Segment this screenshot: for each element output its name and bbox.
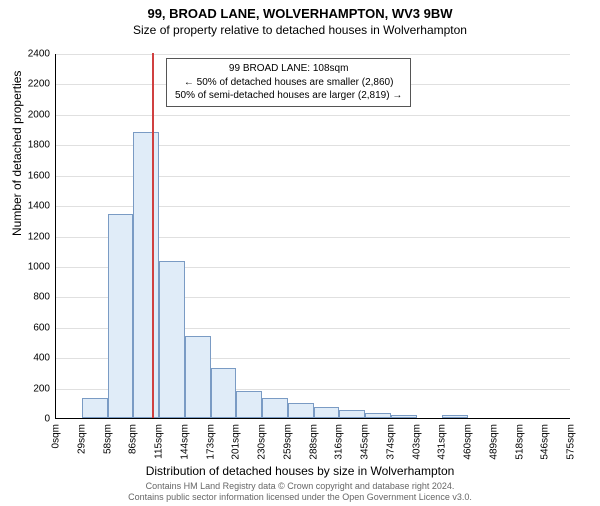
x-tick-label: 316sqm — [334, 424, 345, 460]
x-tick-label: 489sqm — [488, 424, 499, 460]
histogram-bar — [211, 368, 237, 418]
grid-line — [56, 115, 570, 116]
y-tick-label: 1200 — [20, 231, 50, 242]
y-tick-label: 200 — [20, 383, 50, 394]
y-tick-label: 400 — [20, 353, 50, 364]
histogram-bar — [442, 415, 468, 418]
x-axis-label: Distribution of detached houses by size … — [0, 464, 600, 478]
y-tick-label: 600 — [20, 322, 50, 333]
y-tick-label: 1800 — [20, 140, 50, 151]
histogram-bar — [391, 415, 417, 418]
y-tick-label: 800 — [20, 292, 50, 303]
x-tick-label: 230sqm — [257, 424, 268, 460]
histogram-bar — [314, 407, 340, 418]
x-tick-label: 58sqm — [102, 424, 113, 454]
x-tick-label: 0sqm — [51, 424, 62, 448]
y-tick-label: 1600 — [20, 170, 50, 181]
histogram-bar — [339, 410, 365, 418]
x-tick-label: 575sqm — [566, 424, 577, 460]
histogram-bar — [133, 132, 159, 418]
chart-area: 0200400600800100012001400160018002000220… — [55, 54, 570, 419]
x-tick-label: 86sqm — [128, 424, 139, 454]
y-tick-label: 1000 — [20, 261, 50, 272]
footer-line-2: Contains public sector information licen… — [0, 492, 600, 503]
x-tick-label: 144sqm — [179, 424, 190, 460]
histogram-bar — [288, 403, 314, 418]
info-box-line: 50% of semi-detached houses are larger (… — [175, 89, 402, 103]
histogram-bar — [262, 398, 288, 418]
histogram-bar — [236, 391, 262, 418]
x-tick-label: 115sqm — [154, 424, 165, 459]
x-tick-label: 518sqm — [514, 424, 525, 460]
chart-title-main: 99, BROAD LANE, WOLVERHAMPTON, WV3 9BW — [0, 6, 600, 21]
y-tick-label: 2200 — [20, 79, 50, 90]
y-tick-label: 2400 — [20, 49, 50, 60]
grid-line — [56, 54, 570, 55]
plot-region: 0200400600800100012001400160018002000220… — [55, 54, 570, 419]
chart-title-sub: Size of property relative to detached ho… — [0, 23, 600, 37]
y-tick-label: 2000 — [20, 109, 50, 120]
histogram-bar — [108, 214, 134, 418]
x-tick-label: 431sqm — [437, 424, 448, 460]
histogram-bar — [159, 261, 185, 418]
info-box-line: ← 50% of detached houses are smaller (2,… — [175, 76, 402, 90]
x-tick-label: 403sqm — [411, 424, 422, 460]
footer-line-1: Contains HM Land Registry data © Crown c… — [0, 481, 600, 492]
y-tick-label: 1400 — [20, 201, 50, 212]
property-marker-line — [152, 53, 154, 418]
x-tick-label: 546sqm — [540, 424, 551, 460]
x-tick-label: 345sqm — [360, 424, 371, 460]
info-box-line: 99 BROAD LANE: 108sqm — [175, 62, 402, 76]
histogram-bar — [82, 398, 108, 418]
histogram-bar — [185, 336, 211, 418]
x-tick-label: 201sqm — [231, 424, 242, 460]
y-tick-label: 0 — [20, 414, 50, 425]
x-tick-label: 288sqm — [308, 424, 319, 460]
info-box: 99 BROAD LANE: 108sqm← 50% of detached h… — [166, 58, 411, 107]
x-tick-label: 460sqm — [463, 424, 474, 460]
x-tick-label: 173sqm — [205, 424, 216, 460]
x-tick-label: 29sqm — [76, 424, 87, 454]
x-tick-label: 374sqm — [385, 424, 396, 460]
histogram-bar — [365, 413, 391, 418]
x-tick-label: 259sqm — [282, 424, 293, 460]
